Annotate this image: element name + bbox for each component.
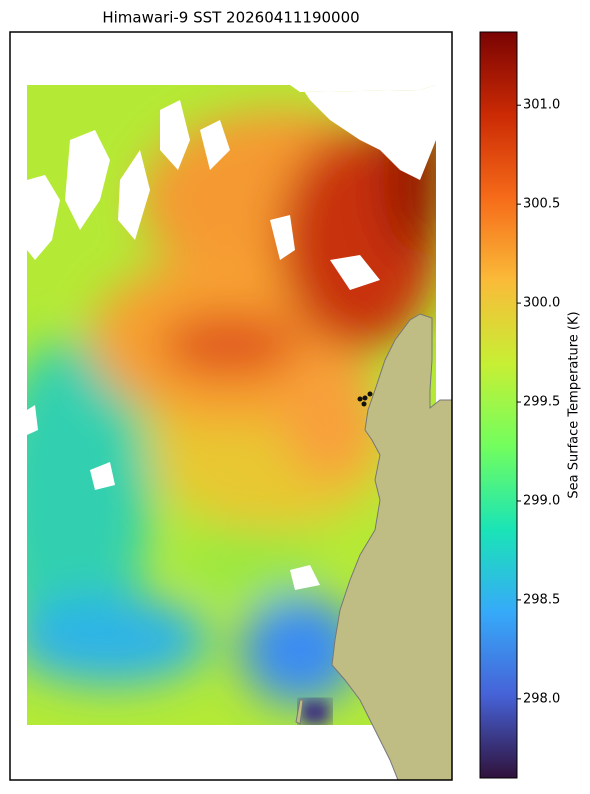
colorbar-tick-label: 300.5 [523, 197, 560, 212]
stations [357, 391, 373, 407]
colorbar-tick-label: 299.0 [523, 493, 560, 508]
island [295, 699, 304, 725]
colorbar-tick-label: 298.5 [523, 592, 560, 607]
map-frame [9, 31, 453, 781]
colorbar-tick-label: 299.5 [523, 395, 560, 410]
colorbar-tick-label: 300.0 [523, 296, 560, 311]
land [331, 313, 453, 781]
colorbar-tick-label: 298.0 [523, 691, 560, 706]
chart-title: Himawari-9 SST 20260411190000 [102, 9, 359, 27]
sst-field [27, 85, 436, 725]
colorbar [479, 31, 518, 779]
colorbar-label: Sea Surface Temperature (K) [567, 311, 582, 498]
colorbar-tick-label: 301.0 [523, 98, 560, 113]
